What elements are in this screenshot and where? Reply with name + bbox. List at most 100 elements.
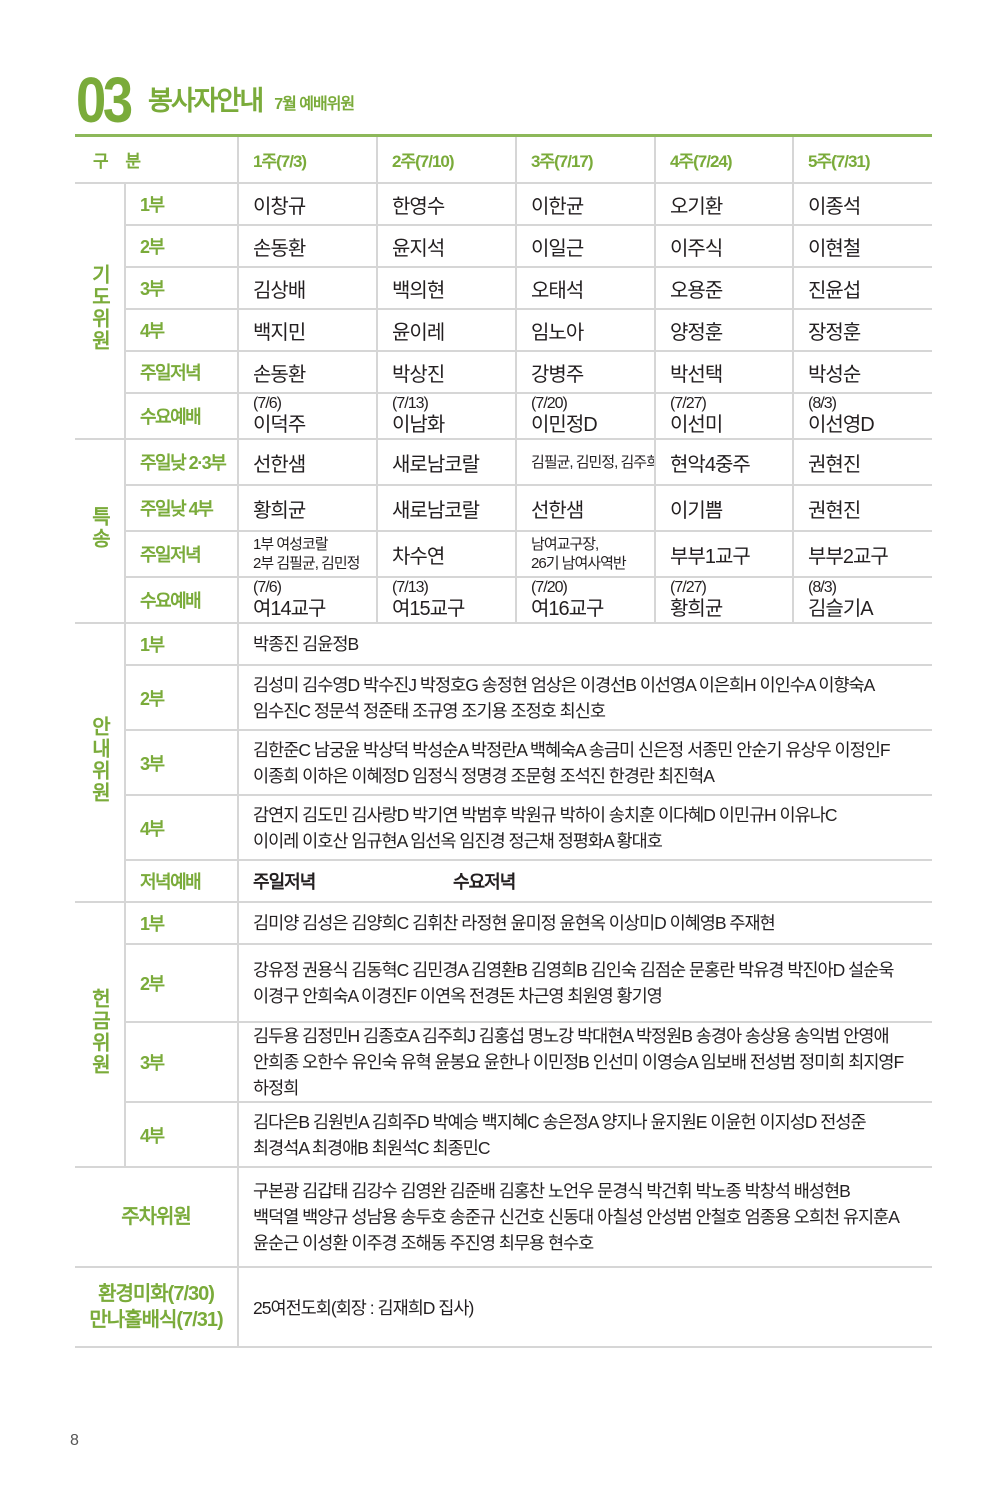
table-cell: (8/3) 이선영D — [792, 393, 933, 440]
name-line: 윤순근 이성환 이주경 조해동 주진영 최무용 현수호 — [253, 1233, 594, 1253]
label-line: 환경미화(7/30) — [98, 1283, 215, 1305]
name: 이덕주 — [253, 414, 306, 436]
table-cell: 박성순 — [792, 351, 933, 394]
table-row: 4부 김다은B 김원빈A 김희주D 박예승 백지혜C 송은정A 양지나 윤지원E… — [75, 1102, 933, 1168]
date: (8/3) — [808, 395, 837, 412]
row-label: 주일낮 4부 — [123, 485, 239, 532]
date: (7/27) — [670, 395, 707, 412]
row-label: 4부 — [123, 309, 239, 352]
group-label-prayer: 기도위원 — [75, 183, 125, 440]
row-label: 주일낮 2·3부 — [123, 439, 239, 486]
name-line: 백덕열 백양규 성남용 송두호 송준규 신건호 신동대 아칠성 안성범 안철호 … — [253, 1207, 900, 1227]
environment-label: 환경미화(7/30) 만나홀배식(7/31) — [75, 1267, 239, 1348]
table-cell: 진윤섭 — [792, 267, 933, 310]
column-header-category: 구 분 — [75, 135, 239, 184]
table-row: 기도위원 1부 이창규 한영수 이한균 오기환 이종석 — [75, 183, 933, 440]
page-title: 봉사자안내 — [148, 86, 264, 116]
row-label: 1부 — [123, 183, 239, 226]
group-label-text: 특송 — [88, 506, 110, 550]
table-cell: 박상진 — [376, 351, 517, 394]
column-header-week: 3주(7/17) — [515, 135, 656, 184]
name-line: 감연지 김도민 김사랑D 박기연 박범후 박원규 박하이 송치훈 이다혜D 이민… — [253, 804, 837, 825]
table-cell: 강병주 — [515, 351, 656, 394]
name: 이민정D — [531, 414, 598, 436]
table-row: 특송 주일낮 2·3부 선한샘 새로남코랄 김필균, 김민정, 김주희 현악4중… — [75, 439, 933, 624]
group-label-special: 특송 — [75, 439, 125, 624]
table-row: 4부 백지민 윤이레 임노아 양정훈 장정훈 — [75, 309, 933, 352]
table-cell: 이현철 — [792, 225, 933, 268]
name-line: 박종진 김윤정B — [253, 634, 359, 654]
name-list: 박종진 김윤정B — [237, 623, 933, 666]
date: (7/27) — [670, 579, 707, 596]
name: 이선영D — [808, 414, 875, 436]
column-header-week: 1주(7/3) — [237, 135, 378, 184]
table-row: 환경미화(7/30) 만나홀배식(7/31) 25여전도회(회장 : 김재희D 집… — [75, 1267, 933, 1348]
table-cell: 오용준 — [654, 267, 794, 310]
row-label: 저녁예배 — [123, 860, 239, 903]
row-label: 수요예배 — [123, 577, 239, 624]
name-line: 이경구 안희숙A 이경진F 이연옥 전경돈 차근영 최원영 황기영 — [253, 986, 663, 1006]
date: (7/13) — [392, 579, 429, 596]
date: (7/13) — [392, 395, 429, 412]
name-line: 김성미 김수영D 박수진J 박정호G 송정현 엄상은 이경선B 이선영A 이은희… — [253, 674, 875, 695]
row-label: 4부 — [123, 1102, 239, 1168]
table-cell: 김상배 — [237, 267, 378, 310]
name-list: 김한준C 남궁윤 박상덕 박성순A 박정란A 백혜숙A 송금미 신은정 서종민 … — [237, 730, 933, 796]
table-cell: (7/27) 황희균 — [654, 577, 794, 624]
table-cell: 권현진 — [792, 439, 933, 486]
name: 이선미 — [670, 414, 723, 436]
table-row: 수요예배 (7/6) 이덕주 (7/13) 이남화 (7/20) 이민정D (7/27… — [75, 393, 933, 440]
row-label: 4부 — [123, 795, 239, 861]
name: 김슬기A — [808, 598, 874, 620]
row-label: 주일저녁 — [123, 351, 239, 394]
table-cell: (7/13) 이남화 — [376, 393, 517, 440]
parking-label: 주차위원 — [75, 1167, 239, 1268]
table-cell: (7/27) 이선미 — [654, 393, 794, 440]
table-cell: 백지민 — [237, 309, 378, 352]
table-cell: (7/6) 이덕주 — [237, 393, 378, 440]
column-header-week: 2주(7/10) — [376, 135, 517, 184]
row-label: 3부 — [123, 730, 239, 796]
table-cell: 차수연 — [376, 531, 517, 578]
table-header-row: 구 분 1주(7/3) 2주(7/10) 3주(7/17) 4주(7/24) 5… — [75, 135, 933, 184]
cell-line: 남여교구장, — [531, 536, 599, 553]
table-cell: 새로남코랄 — [376, 439, 517, 486]
label-line: 만나홀배식(7/31) — [89, 1309, 223, 1331]
cell-line: 2부 김필균, 김민정 — [253, 555, 360, 572]
table-cell: 장정훈 — [792, 309, 933, 352]
date: (7/20) — [531, 395, 568, 412]
table-cell: 이주식 — [654, 225, 794, 268]
name-list: 감연지 김도민 김사랑D 박기연 박범후 박원규 박하이 송치훈 이다혜D 이민… — [237, 795, 933, 861]
section-number: 03 — [76, 64, 133, 136]
section-header: 03 봉사자안내 7월 예배위원 — [76, 64, 355, 136]
table-cell: 현악4중주 — [654, 439, 794, 486]
evening-service-cell: 주일저녁 수요저녁 — [237, 860, 933, 903]
table-cell: (7/20) 이민정D — [515, 393, 656, 440]
table-cell: 부부1교구 — [654, 531, 794, 578]
table-cell: 윤지석 — [376, 225, 517, 268]
name: 여14교구 — [253, 598, 326, 620]
group-label-text: 기도위원 — [88, 264, 110, 352]
date: (7/20) — [531, 579, 568, 596]
table-cell: 이기쁨 — [654, 485, 794, 532]
date: (7/6) — [253, 579, 282, 596]
name: 여16교구 — [531, 598, 604, 620]
column-header-week: 4주(7/24) — [654, 135, 794, 184]
column-header-week: 5주(7/31) — [792, 135, 933, 184]
table-cell: 선한샘 — [237, 439, 378, 486]
name-line: 이종희 이하은 이혜정D 임정식 정명경 조문형 조석진 한경란 최진혁A — [253, 765, 715, 786]
table-cell: (7/20) 여16교구 — [515, 577, 656, 624]
name-line: 김미양 김성은 김양희C 김휘찬 라정현 윤미정 윤현옥 이상미D 이혜영B 주… — [253, 913, 776, 933]
name-list: 김두용 김정민H 김종호A 김주희J 김홍섭 명노강 박대현A 박정원B 송경아… — [237, 1022, 933, 1103]
table-row: 안내위원 1부 박종진 김윤정B — [75, 623, 933, 903]
table-row: 2부 강유정 권용식 김동혁C 김민경A 김영환B 김영희B 김인숙 김점순 문… — [75, 944, 933, 1023]
environment-text: 25여전도회(회장 : 김재희D 집사) — [237, 1267, 933, 1348]
name-line: 김두용 김정민H 김종호A 김주희J 김홍섭 명노강 박대현A 박정원B 송경아… — [253, 1026, 890, 1046]
name-list: 김성미 김수영D 박수진J 박정호G 송정현 엄상은 이경선B 이선영A 이은희… — [237, 665, 933, 731]
page-number: 8 — [70, 1432, 79, 1449]
table-row: 저녁예배 주일저녁 수요저녁 — [75, 860, 933, 903]
row-label: 1부 — [123, 623, 239, 666]
table-cell: 이창규 — [237, 183, 378, 226]
table-cell: 이한균 — [515, 183, 656, 226]
table-cell: 남여교구장, 26기 남여사역반 — [515, 531, 656, 578]
